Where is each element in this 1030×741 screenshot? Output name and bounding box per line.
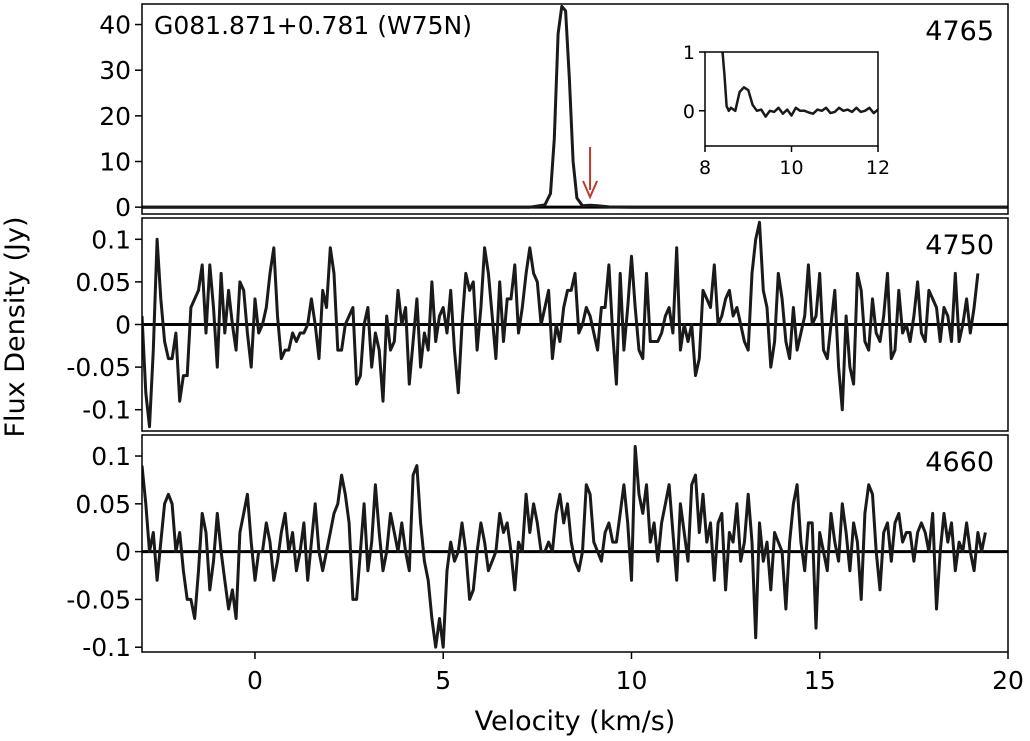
x-axis-label: Velocity (km/s) xyxy=(475,706,676,737)
spectrum-line xyxy=(142,445,987,649)
y-tick-label: 30 xyxy=(99,56,131,85)
inset-line xyxy=(721,52,878,118)
x-tick-label: 0 xyxy=(247,666,263,695)
y-tick-label: 0 xyxy=(115,311,131,340)
y-tick-label: 20 xyxy=(99,102,131,131)
inset-x-tick-label: 12 xyxy=(866,157,890,179)
y-tick-label: 0.05 xyxy=(75,268,131,297)
y-tick-label: -0.05 xyxy=(66,353,131,382)
y-tick-label: 0.1 xyxy=(91,225,131,254)
spectrum-line xyxy=(142,4,1008,209)
panel-bottom: -0.1 -0.05 0 0.05 0.1 4660 xyxy=(66,434,1009,662)
inset-x-tick-label: 8 xyxy=(699,157,711,179)
x-tick-label: 15 xyxy=(804,666,836,695)
y-tick-label: 0 xyxy=(115,538,131,567)
y-tick-label: 0.05 xyxy=(75,490,131,519)
inset-y-tick-label: 1 xyxy=(683,42,695,64)
inset-y-tick-label: 0 xyxy=(683,101,695,123)
y-tick-label: 10 xyxy=(99,148,131,177)
frequency-label: 4660 xyxy=(925,447,994,478)
y-tick-label: 0 xyxy=(115,193,131,222)
y-tick-label: 0.1 xyxy=(91,442,131,471)
x-tick-label: 5 xyxy=(435,666,451,695)
y-axis-label: Flux Density (Jy) xyxy=(0,217,31,438)
x-tick-label: 20 xyxy=(992,666,1024,695)
inset-x-tick-label: 10 xyxy=(779,157,803,179)
y-tick-label: -0.1 xyxy=(82,633,131,662)
x-tick-label: 10 xyxy=(616,666,648,695)
panel-middle: -0.1 -0.05 0 0.05 0.1 4750 xyxy=(66,217,1009,432)
frequency-label: 4750 xyxy=(925,230,994,261)
inset-plot: 0 1 8 10 12 xyxy=(683,42,890,179)
frequency-label: 4765 xyxy=(925,16,994,47)
panel-frame xyxy=(141,434,1009,653)
spectrum-title: G081.871+0.781 (W75N) xyxy=(154,11,472,40)
arrow-marker xyxy=(582,147,598,200)
panel-frame xyxy=(141,3,1009,215)
y-tick-label: -0.1 xyxy=(82,396,131,425)
y-tick-label: -0.05 xyxy=(66,585,131,614)
panel-top: 0 10 20 30 40 4765 G081.871+0.781 (W75N) 0 1 8 10 1… xyxy=(99,3,1009,222)
x-axis: 0 5 10 15 20 xyxy=(247,652,1024,695)
y-tick-label: 40 xyxy=(99,11,131,40)
spectrum-line xyxy=(142,220,980,429)
